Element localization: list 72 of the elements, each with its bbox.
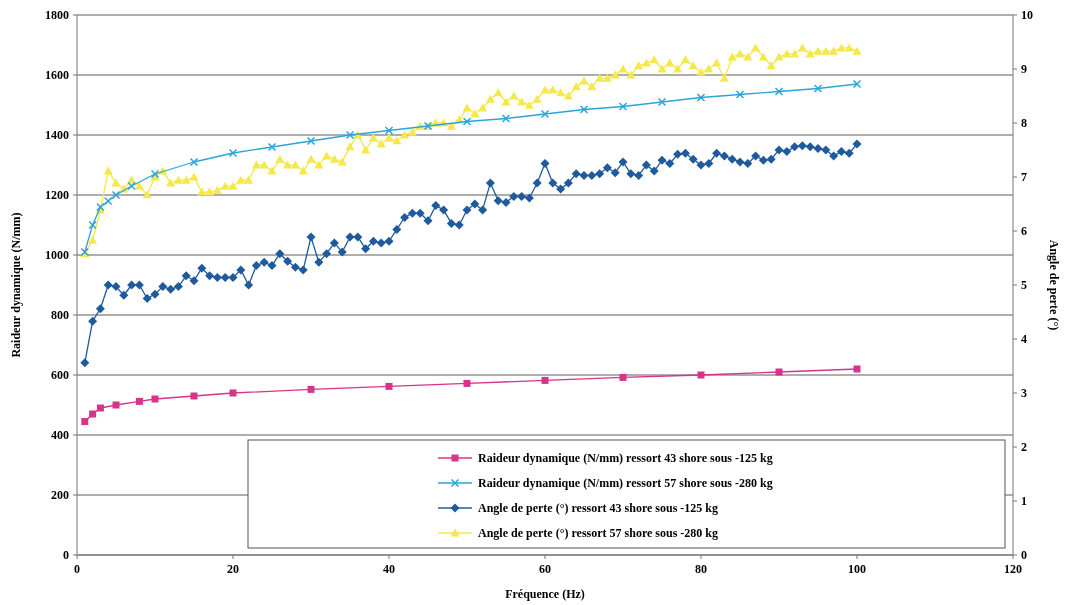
point (540, 109, 550, 119)
y-tick-label: 400 (51, 428, 69, 443)
x-tick-label: 80 (695, 562, 707, 576)
y2-tick-label: 6 (1021, 224, 1027, 239)
y2-axis-title: Angle de perte (°) (1047, 239, 1061, 331)
y2-tick-label: 0 (1021, 548, 1027, 563)
point (81, 418, 89, 425)
y-tick-label: 1600 (45, 68, 69, 83)
point (657, 97, 667, 107)
point (135, 397, 143, 405)
point (619, 373, 627, 381)
y-tick-label: 800 (51, 308, 69, 323)
point (89, 410, 97, 418)
y-tick-label: 1200 (45, 188, 69, 203)
point (228, 148, 238, 158)
point (190, 392, 198, 400)
y2-tick-label: 7 (1021, 170, 1027, 185)
point (541, 376, 549, 384)
point (853, 365, 861, 373)
point (189, 157, 199, 167)
point (618, 102, 628, 111)
y-tick-label: 1800 (45, 8, 69, 23)
point (88, 220, 97, 230)
point (307, 385, 315, 393)
y2-tick-label: 3 (1021, 386, 1027, 401)
y-tick-label: 600 (51, 368, 69, 383)
point (696, 93, 706, 102)
legend-label: Raideur dynamique (N/mm) ressort 43 shore sous -125 kg (478, 451, 773, 466)
y2-tick-label: 5 (1021, 278, 1027, 293)
point (852, 79, 862, 89)
x-tick-label: 120 (1004, 562, 1022, 576)
point (463, 379, 471, 387)
y2-tick-label: 1 (1021, 494, 1027, 509)
point (775, 368, 783, 376)
y-tick-label: 200 (51, 488, 69, 503)
point (229, 389, 237, 397)
point (774, 87, 784, 96)
point (127, 181, 136, 191)
point (306, 136, 316, 146)
point (735, 90, 745, 99)
point (384, 126, 394, 135)
point (267, 142, 277, 152)
y2-tick-label: 9 (1021, 62, 1027, 77)
y-axis-title: Raideur dynamique (N/mm) (9, 212, 23, 358)
x-tick-label: 60 (539, 562, 551, 576)
y-tick-label: 0 (63, 548, 69, 563)
point (112, 401, 120, 409)
point (103, 196, 113, 206)
y-tick-label: 1400 (45, 128, 69, 143)
y2-tick-label: 4 (1021, 332, 1027, 347)
x-tick-label: 20 (227, 562, 239, 576)
y2-tick-label: 2 (1021, 440, 1027, 455)
x-axis-title: Fréquence (Hz) (505, 587, 585, 601)
point (111, 190, 121, 200)
point (813, 84, 823, 93)
legend-label: Angle de perte (°) ressort 43 shore sous -125 kg (478, 501, 718, 516)
point (345, 130, 355, 140)
point (385, 382, 393, 390)
legend-label: Angle de perte (°) ressort 57 shore sous -280 kg (478, 526, 718, 541)
point (579, 105, 589, 114)
legend-label: Raideur dynamique (N/mm) ressort 57 shore sous -280 kg (478, 476, 773, 491)
point (96, 404, 104, 412)
point (697, 371, 705, 379)
y2-tick-label: 10 (1021, 8, 1033, 23)
x-tick-label: 100 (848, 562, 866, 576)
point (151, 395, 159, 403)
point (501, 114, 511, 123)
point (462, 117, 472, 126)
x-tick-label: 0 (74, 562, 80, 576)
x-tick-label: 40 (383, 562, 395, 576)
y2-tick-label: 8 (1021, 116, 1027, 131)
y-tick-label: 1000 (45, 248, 69, 263)
